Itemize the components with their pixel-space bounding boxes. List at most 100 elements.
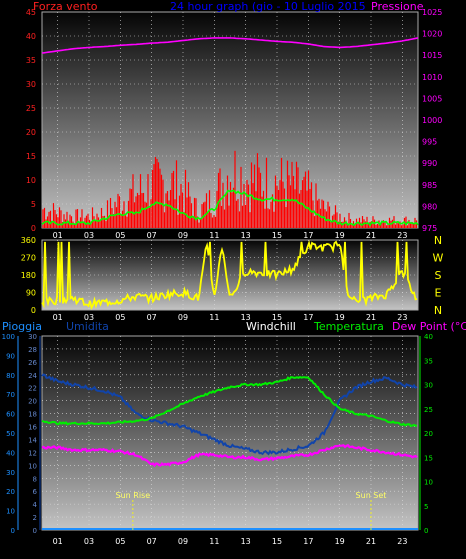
pressure-line xyxy=(41,37,419,54)
hour-tick-label: 07 xyxy=(147,537,157,546)
rain-tick-label: 10 xyxy=(6,508,15,516)
wind-tick-label: 20 xyxy=(26,128,36,137)
direction-tick-label: 180 xyxy=(21,271,36,280)
hour-tick-label: 23 xyxy=(397,231,407,240)
wind-tick-label: 45 xyxy=(26,8,36,17)
hour-tick-label: 19 xyxy=(335,313,345,322)
pressure-tick-label: 980 xyxy=(422,202,437,211)
rain-tick-label: 100 xyxy=(2,333,15,341)
direction-tick-label: 0 xyxy=(31,306,36,315)
rain-tick-label: 40 xyxy=(6,449,15,457)
hour-tick-label: 11 xyxy=(209,537,219,546)
pressure-tick-label: 985 xyxy=(422,181,437,190)
rain-tick-label: 70 xyxy=(6,391,15,399)
hour-tick-label: 15 xyxy=(272,537,282,546)
wind-axis-title: Forza vento xyxy=(33,0,98,13)
pressure-tick-label: 1025 xyxy=(422,8,442,17)
temp-panel-background xyxy=(41,335,419,531)
rain-tick-label: 90 xyxy=(6,352,15,360)
wind-tick-label: 10 xyxy=(26,176,36,185)
temperature-tick-label: 10 xyxy=(424,479,433,487)
temperature-tick-label: 0 xyxy=(424,527,428,535)
hour-tick-label: 17 xyxy=(303,231,313,240)
hour-tick-label: 19 xyxy=(335,231,345,240)
hour-tick-label: 19 xyxy=(335,537,345,546)
rain-tick-label: 60 xyxy=(6,411,15,419)
graph-title: 24 hour graph (gio - 10 Luglio 2015 xyxy=(170,0,366,13)
temperature-tick-label: 20 xyxy=(424,430,433,438)
compass-label: E xyxy=(435,287,442,300)
pressure-tick-label: 1010 xyxy=(422,73,442,82)
humidity-tick-label: 28 xyxy=(28,346,37,354)
humidity-tick-label: 14 xyxy=(28,436,37,444)
hour-tick-label: 13 xyxy=(241,537,251,546)
rain-tick-label: 20 xyxy=(6,488,15,496)
direction-tick-label: 90 xyxy=(26,289,36,298)
compass-label: W xyxy=(433,252,444,265)
pressure-tick-label: 995 xyxy=(422,138,437,147)
pressure-tick-label: 975 xyxy=(422,224,437,233)
hour-tick-label: 05 xyxy=(115,537,125,546)
hour-tick-label: 15 xyxy=(272,313,282,322)
wind-tick-label: 0 xyxy=(31,224,36,233)
wind-tick-label: 5 xyxy=(31,200,36,209)
hour-tick-label: 09 xyxy=(178,537,188,546)
direction-tick-label: 270 xyxy=(21,254,36,263)
hour-tick-label: 17 xyxy=(303,537,313,546)
hour-tick-label: 01 xyxy=(53,537,63,546)
hour-tick-label: 21 xyxy=(366,231,376,240)
hour-tick-label: 13 xyxy=(241,231,251,240)
hour-tick-label: 13 xyxy=(241,313,251,322)
humidity-tick-label: 18 xyxy=(28,411,37,419)
humidity-line xyxy=(41,373,418,456)
pressure-tick-label: 990 xyxy=(422,159,437,168)
hour-tick-label: 03 xyxy=(84,313,94,322)
hour-tick-label: 07 xyxy=(147,313,157,322)
hour-tick-label: 17 xyxy=(303,313,313,322)
humidity-tick-label: 26 xyxy=(28,359,37,367)
wind-tick-label: 35 xyxy=(26,56,36,65)
temperature-tick-label: 15 xyxy=(424,454,433,462)
hour-tick-label: 09 xyxy=(178,313,188,322)
compass-label: N xyxy=(434,304,442,317)
temperature-legend: Temperatura xyxy=(314,320,384,333)
humidity-tick-label: 20 xyxy=(28,398,37,406)
rain-tick-label: 80 xyxy=(6,372,15,380)
hour-tick-label: 11 xyxy=(209,313,219,322)
pressure-tick-label: 1005 xyxy=(422,94,442,103)
wind-average-line xyxy=(41,189,419,227)
hour-tick-label: 21 xyxy=(366,537,376,546)
temperature-tick-label: 25 xyxy=(424,406,433,414)
rain-tick-label: 0 xyxy=(11,527,15,535)
humidity-tick-label: 24 xyxy=(28,372,37,380)
temperature-tick-label: 30 xyxy=(424,382,433,390)
humidity-tick-label: 2 xyxy=(33,514,37,522)
windchill-legend: Windchill xyxy=(246,320,296,333)
wind-tick-label: 15 xyxy=(26,152,36,161)
compass-label: N xyxy=(434,234,442,247)
hour-tick-label: 03 xyxy=(84,537,94,546)
hour-tick-label: 01 xyxy=(53,313,63,322)
hour-tick-label: 23 xyxy=(397,313,407,322)
temperature-tick-label: 40 xyxy=(424,333,433,341)
pressure-axis-title: Pressione xyxy=(371,0,424,13)
hour-tick-label: 15 xyxy=(272,231,282,240)
humidity-tick-label: 0 xyxy=(33,527,37,535)
rain-tick-label: 50 xyxy=(6,430,15,438)
humidity-tick-label: 16 xyxy=(28,424,37,432)
humidity-tick-label: 6 xyxy=(33,488,38,496)
wind-tick-label: 40 xyxy=(26,32,36,41)
temperature-tick-label: 5 xyxy=(424,503,428,511)
hour-tick-label: 23 xyxy=(397,537,407,546)
direction-tick-label: 360 xyxy=(21,236,36,245)
hour-tick-label: 05 xyxy=(115,313,125,322)
hour-tick-label: 01 xyxy=(53,231,63,240)
humidity-tick-label: 10 xyxy=(28,462,37,470)
pressure-tick-label: 1020 xyxy=(422,30,442,39)
pressure-tick-label: 1000 xyxy=(422,116,442,125)
hour-tick-label: 11 xyxy=(209,231,219,240)
wind-tick-label: 30 xyxy=(26,80,36,89)
humidity-legend: Umidita xyxy=(66,320,109,333)
